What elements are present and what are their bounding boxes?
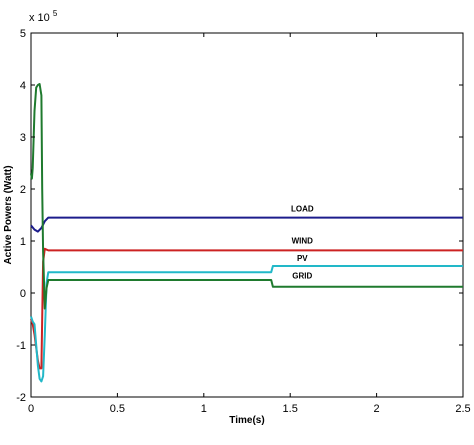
series-line-grid bbox=[30, 83, 463, 310]
series-label-pv: PV bbox=[297, 254, 308, 263]
annotation-layer: LOAD WIND PV GRID bbox=[291, 204, 314, 280]
x-tick-label: 1.5 bbox=[283, 403, 298, 415]
y-tick-label: 3 bbox=[20, 132, 26, 144]
y-tick-label: 1 bbox=[20, 236, 26, 248]
y-axis-exponent-base: x 10 bbox=[29, 12, 50, 24]
y-axis-exponent-power: 5 bbox=[53, 9, 58, 18]
x-tick-label: 2.5 bbox=[455, 403, 470, 415]
plot-area bbox=[30, 32, 464, 398]
series-line-load bbox=[30, 216, 463, 233]
x-axis-title: Time(s) bbox=[229, 415, 264, 426]
y-axis-title: Active Powers (Watt) bbox=[3, 165, 14, 264]
y-tick-label: -1 bbox=[16, 340, 26, 352]
axes-frame bbox=[30, 32, 464, 398]
y-tick-label: 0 bbox=[20, 288, 26, 300]
y-tick-label: 5 bbox=[20, 28, 26, 40]
series-label-load: LOAD bbox=[291, 204, 314, 213]
y-tick-label: 2 bbox=[20, 184, 26, 196]
series-layer bbox=[30, 83, 463, 383]
series-line-pv bbox=[30, 265, 463, 383]
y-tick-label: 4 bbox=[20, 80, 26, 92]
x-tick-label: 0.5 bbox=[110, 403, 125, 415]
series-label-grid: GRID bbox=[292, 271, 312, 280]
x-tick-label: 2 bbox=[374, 403, 380, 415]
y-axis-exponent: x 10 5 bbox=[29, 9, 58, 24]
ticks-layer: 0 0.5 1 1.5 2 2.5 -2 -1 0 1 2 3 4 5 bbox=[16, 28, 470, 415]
x-tick-label: 1 bbox=[201, 403, 207, 415]
y-tick-label: -2 bbox=[16, 392, 26, 404]
x-tick-label: 0 bbox=[28, 403, 34, 415]
series-label-wind: WIND bbox=[292, 237, 314, 246]
